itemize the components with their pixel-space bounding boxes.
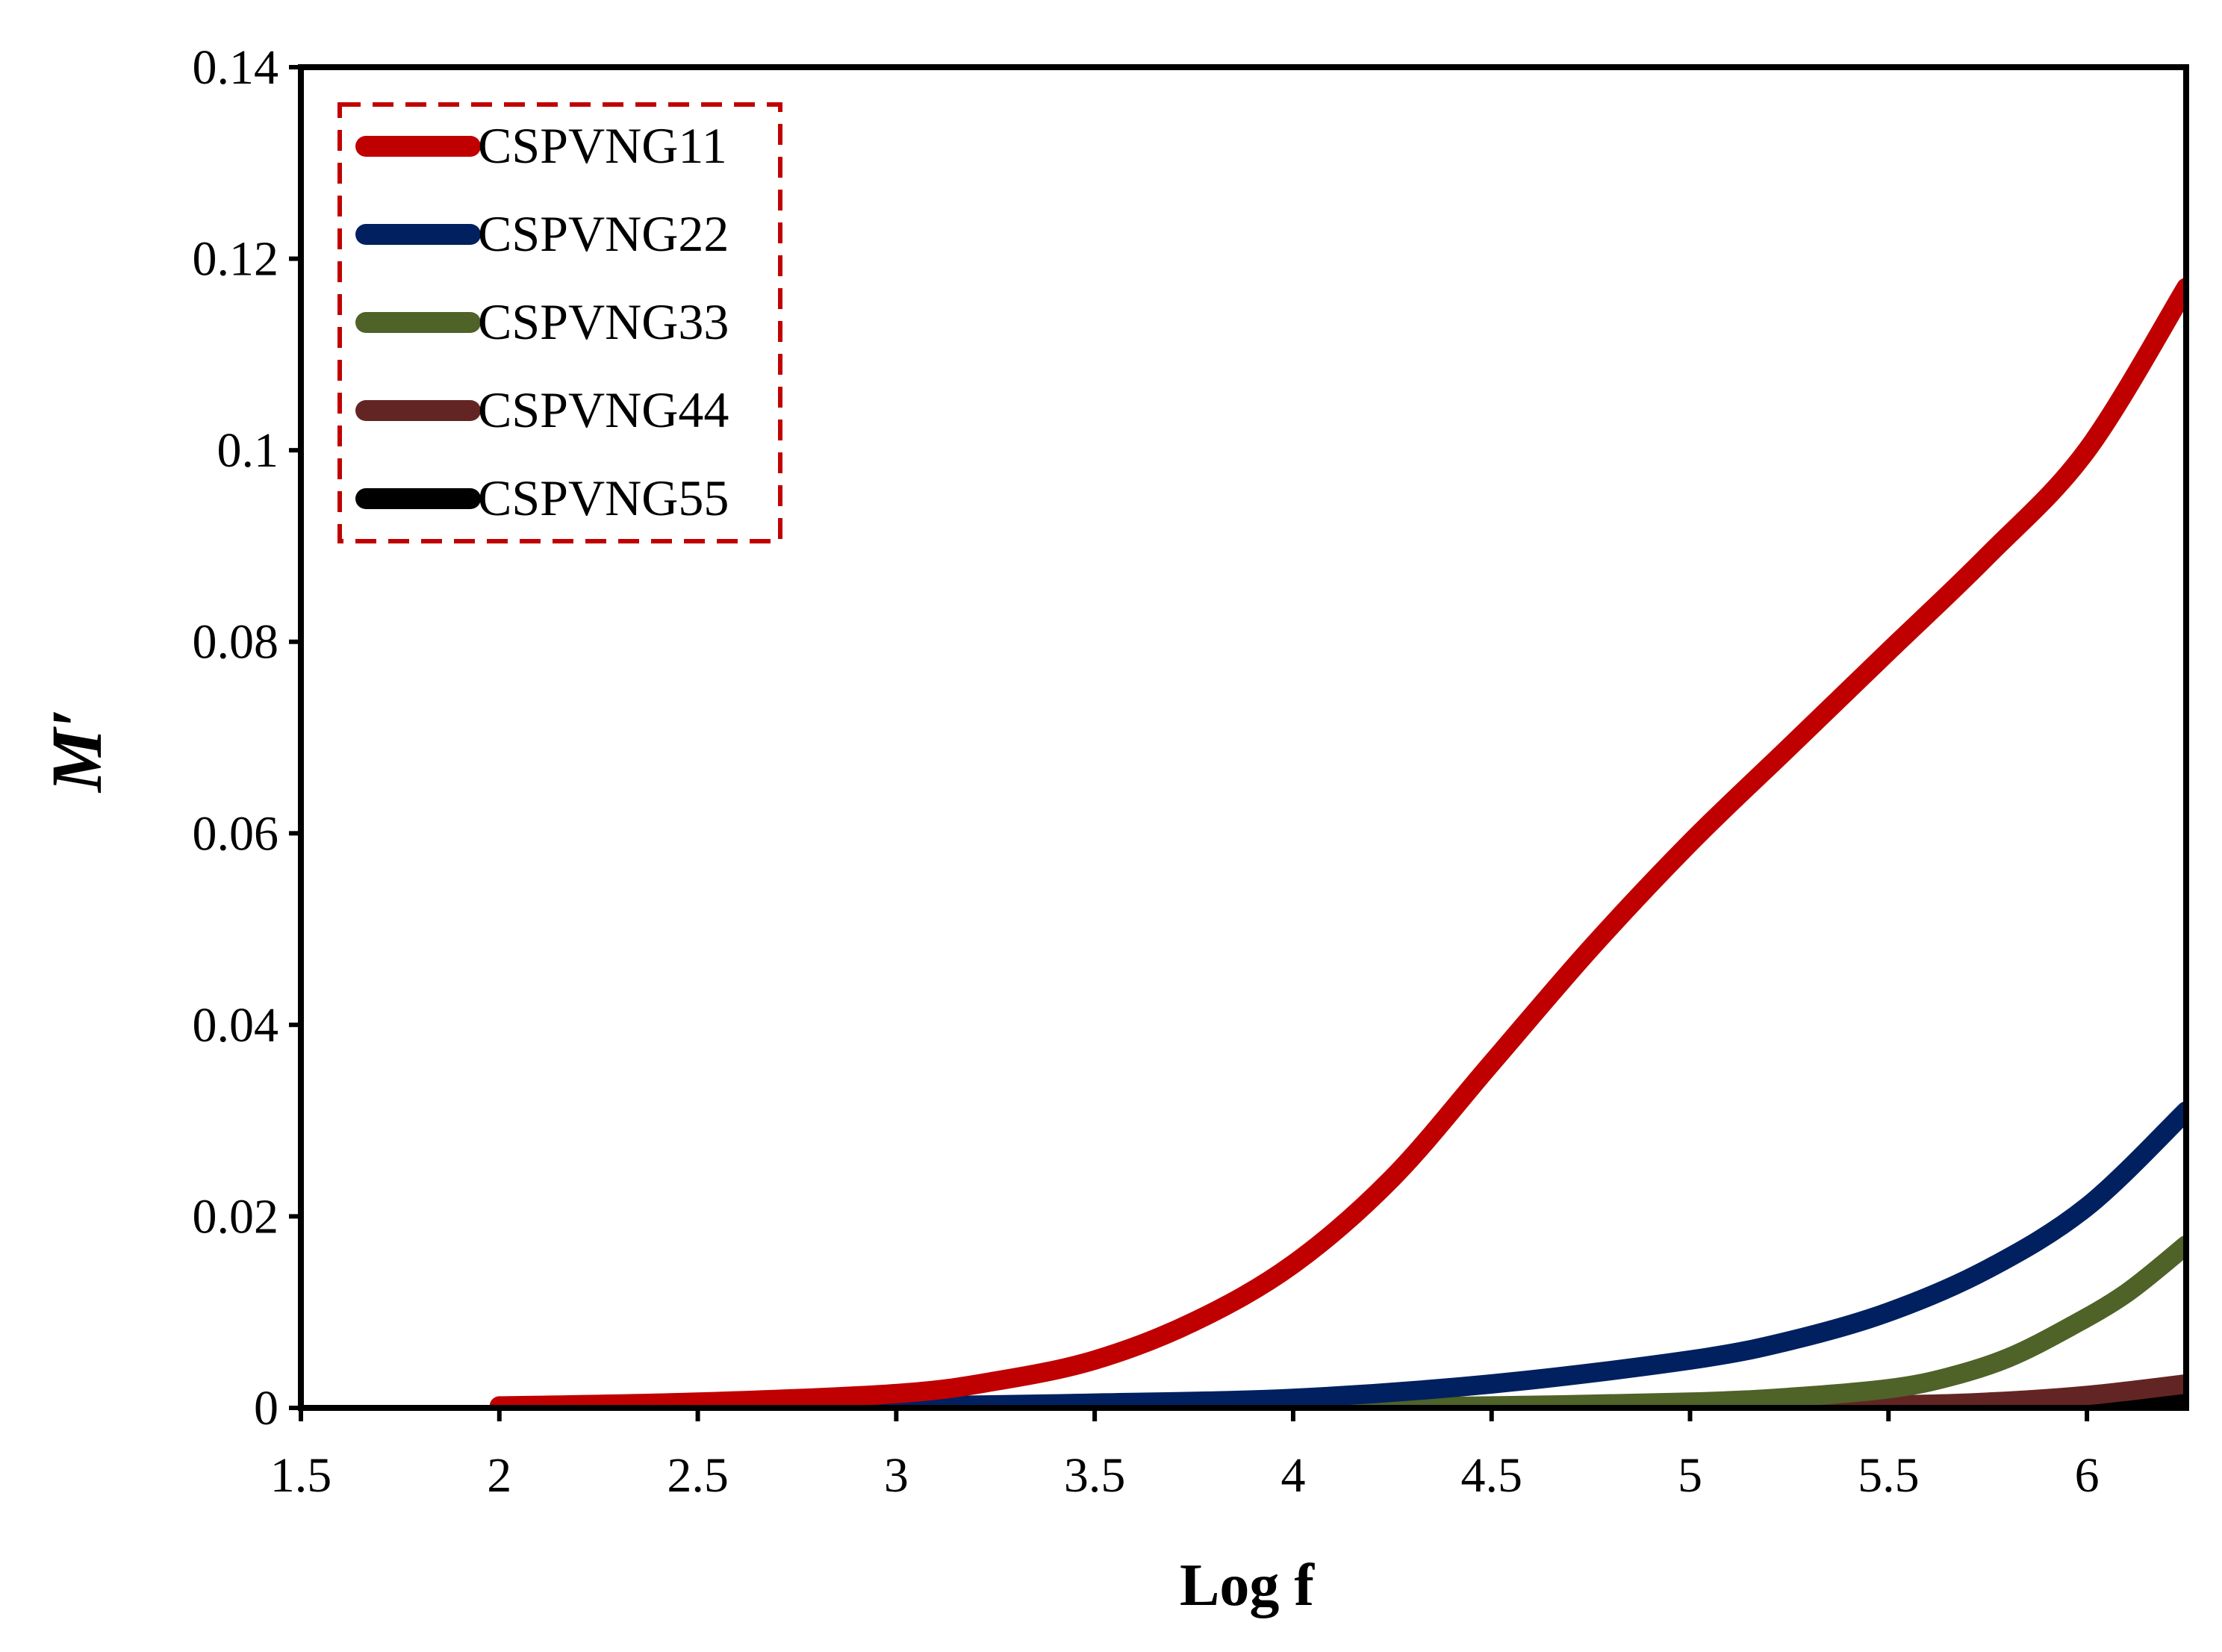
axes-group: 0 0.02 0.04 0.06 0.08 0.1 0.12 0.14 1.5 2 2.5 3 3.5 4… bbox=[193, 40, 2189, 1503]
x-tick-label: 3 bbox=[884, 1448, 909, 1503]
y-tick-label: 0.12 bbox=[193, 232, 279, 287]
legend-label-cspvng22: CSPVNG22 bbox=[478, 205, 729, 262]
x-tick-label: 6 bbox=[2075, 1448, 2100, 1503]
x-tick-label: 4.5 bbox=[1460, 1448, 1522, 1503]
legend-label-cspvng44: CSPVNG44 bbox=[478, 381, 729, 438]
legend: CSPVNG11 CSPVNG22 CSPVNG33 CSPVNG44 CSPVNG55 bbox=[337, 102, 782, 543]
legend-label-cspvng55: CSPVNG55 bbox=[478, 470, 729, 526]
y-tick-label: 0 bbox=[254, 1381, 278, 1436]
x-axis-title: Log f bbox=[1180, 1553, 1315, 1618]
legend-label-cspvng33: CSPVNG33 bbox=[478, 293, 729, 350]
legend-label-cspvng11: CSPVNG11 bbox=[478, 117, 727, 174]
series-line-cspvng11 bbox=[489, 278, 2186, 1408]
x-tick-label: 5.5 bbox=[1858, 1448, 1920, 1503]
x-tick-label: 2 bbox=[487, 1448, 511, 1503]
x-tick-label: 1.5 bbox=[270, 1448, 332, 1503]
y-tick-label: 0.14 bbox=[193, 40, 279, 95]
y-tick-label: 0.04 bbox=[193, 998, 279, 1053]
y-tick-label: 0.06 bbox=[193, 806, 279, 861]
x-tick-label: 2.5 bbox=[667, 1448, 729, 1503]
y-tick-label: 0.02 bbox=[193, 1189, 279, 1244]
y-tick-label: 0.08 bbox=[193, 615, 279, 670]
x-tick-label: 4 bbox=[1280, 1448, 1305, 1503]
y-tick-label: 0.1 bbox=[217, 423, 279, 478]
x-tick-label: 3.5 bbox=[1064, 1448, 1126, 1503]
y-axis-title: M′ bbox=[37, 708, 116, 794]
x-tick-label: 5 bbox=[1678, 1448, 1702, 1503]
plot-frame bbox=[298, 64, 2189, 1411]
